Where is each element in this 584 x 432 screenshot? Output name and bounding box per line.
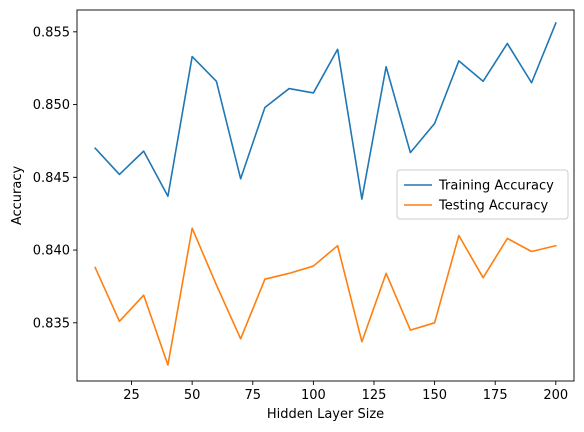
y-tick-label: 0.855 bbox=[33, 25, 70, 40]
y-tick-label: 0.850 bbox=[33, 98, 70, 113]
x-tick-label: 100 bbox=[301, 388, 326, 403]
series-layer bbox=[94, 22, 557, 366]
y-axis-label: Accuracy bbox=[10, 166, 25, 226]
series-line-training-accuracy bbox=[94, 22, 557, 200]
axes-frame bbox=[76, 9, 575, 382]
y-tick-label: 0.845 bbox=[33, 171, 70, 186]
axes-layer: 25 50 75 100 125 150 175 200 0.835 0.840 0.845 0.85… bbox=[33, 9, 575, 403]
x-tick-label: 200 bbox=[543, 388, 568, 403]
x-tick-label: 25 bbox=[123, 388, 140, 403]
series-line-testing-accuracy bbox=[94, 227, 557, 366]
x-tick-label: 175 bbox=[483, 388, 508, 403]
legend-box bbox=[396, 169, 569, 220]
x-tick-label: 150 bbox=[422, 388, 447, 403]
legend: Training Accuracy Testing Accuracy bbox=[396, 169, 569, 220]
x-tick-label: 125 bbox=[362, 388, 387, 403]
x-tick-label: 75 bbox=[244, 388, 261, 403]
legend-label-training-accuracy: Training Accuracy bbox=[438, 179, 554, 194]
y-tick-label: 0.835 bbox=[33, 316, 70, 331]
x-axis-label: Hidden Layer Size bbox=[267, 407, 384, 422]
legend-label-testing-accuracy: Testing Accuracy bbox=[438, 199, 548, 214]
x-tick-label: 50 bbox=[184, 388, 201, 403]
y-tick-label: 0.840 bbox=[33, 244, 70, 259]
